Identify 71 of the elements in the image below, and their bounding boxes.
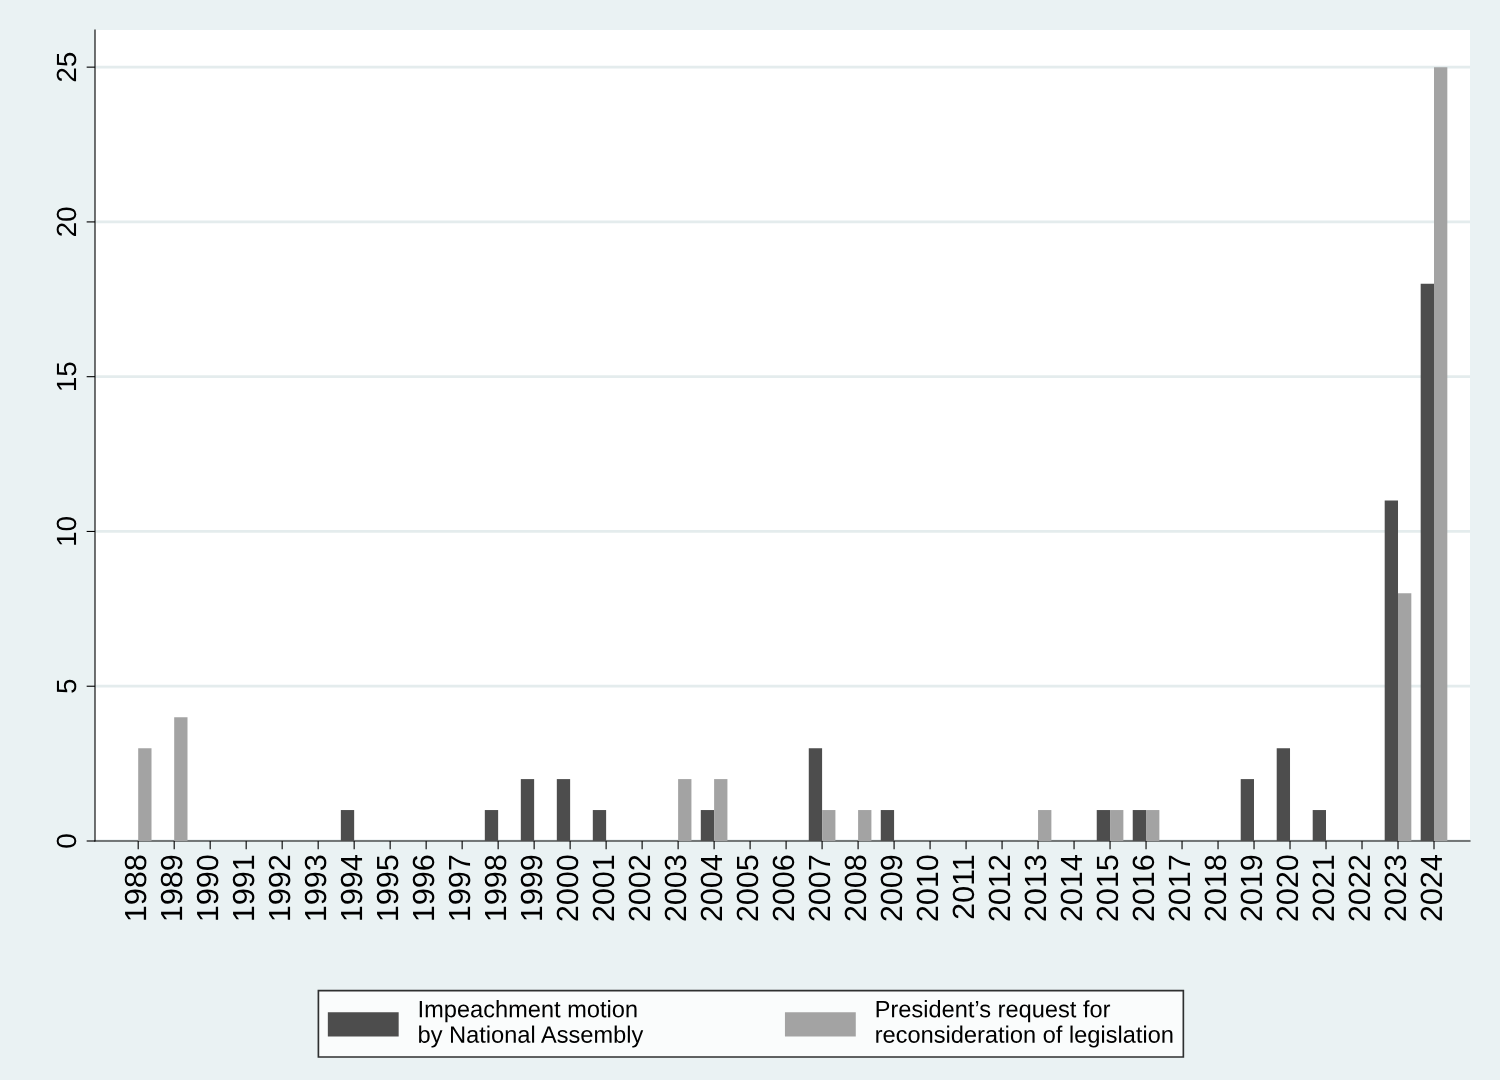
bar [1110,810,1124,841]
bar [822,810,836,841]
bar [1132,810,1147,841]
x-tick-label: 1991 [232,855,255,920]
bar [138,748,152,841]
x-tick-label: 1995 [376,855,399,920]
bar [1312,810,1327,841]
bar [700,810,715,841]
x-tick-label: 2020 [1276,855,1299,921]
x-tick-label: 2019 [1240,855,1263,921]
bar [858,810,872,841]
x-tick-label: 1996 [412,855,435,920]
x-tick-label: 1988 [124,855,147,920]
bar [1038,810,1052,841]
y-tick-label: 20 [56,207,77,236]
x-tick-label: 2006 [772,855,795,921]
bar [1146,810,1160,841]
x-tick-label: 2008 [844,855,867,921]
bar [1398,593,1412,841]
bar [714,779,728,841]
bar [1384,500,1399,841]
x-tick-label: 1997 [448,855,471,920]
bar [678,779,692,841]
x-tick-label: 2022 [1348,855,1371,921]
bar [880,810,895,841]
x-tick-label: 1994 [340,855,363,920]
x-tick-label: 2013 [1024,855,1047,921]
x-tick-label: 2003 [664,855,687,921]
x-tick-label: 2007 [808,855,831,921]
x-tick-label: 2024 [1420,855,1443,921]
x-tick-label: 1989 [160,855,183,920]
y-tick-label: 15 [56,362,77,391]
x-tick-label: 1993 [304,855,327,920]
x-tick-label: 2004 [700,855,723,921]
bar [808,748,823,841]
x-tick-label: 2005 [736,855,759,921]
bar [1240,779,1255,841]
bar [174,717,188,841]
bar [1276,748,1291,841]
x-tick-label: 2021 [1312,855,1335,921]
bar [556,779,571,841]
bar [592,810,607,841]
x-tick-label: 2000 [556,855,579,921]
legend-label: Impeachment motion by National Assembly [419,1000,644,1048]
x-tick-label: 2009 [880,855,903,921]
x-tick-label: 1992 [268,855,291,920]
bar [484,810,499,841]
x-tick-label: 2011 [952,855,975,919]
x-tick-label: 1998 [484,855,507,920]
x-tick-label: 2002 [628,855,651,921]
x-tick-label: 2017 [1168,855,1191,921]
legend-label: President’s request for reconsideration of legislation [876,1000,1173,1048]
y-tick-label: 10 [56,517,77,545]
x-tick-label: 2010 [916,855,939,921]
bar [340,810,355,841]
bar [1434,67,1448,841]
y-tick-label: 0 [56,834,77,848]
x-tick-label: 2015 [1096,855,1119,921]
x-tick-label: 2018 [1204,855,1227,921]
y-tick-label: 5 [56,679,77,693]
x-tick-label: 2023 [1384,855,1407,921]
x-tick-label: 2012 [988,855,1011,921]
x-tick-label: 2016 [1132,855,1155,921]
bar [1096,810,1111,841]
bar [520,779,535,841]
x-tick-label: 1990 [196,855,219,920]
x-tick-label: 1999 [520,855,543,920]
x-tick-label: 2001 [592,855,615,921]
x-tick-label: 2014 [1060,855,1083,921]
bar [1420,283,1435,841]
y-tick-label: 25 [56,52,77,82]
